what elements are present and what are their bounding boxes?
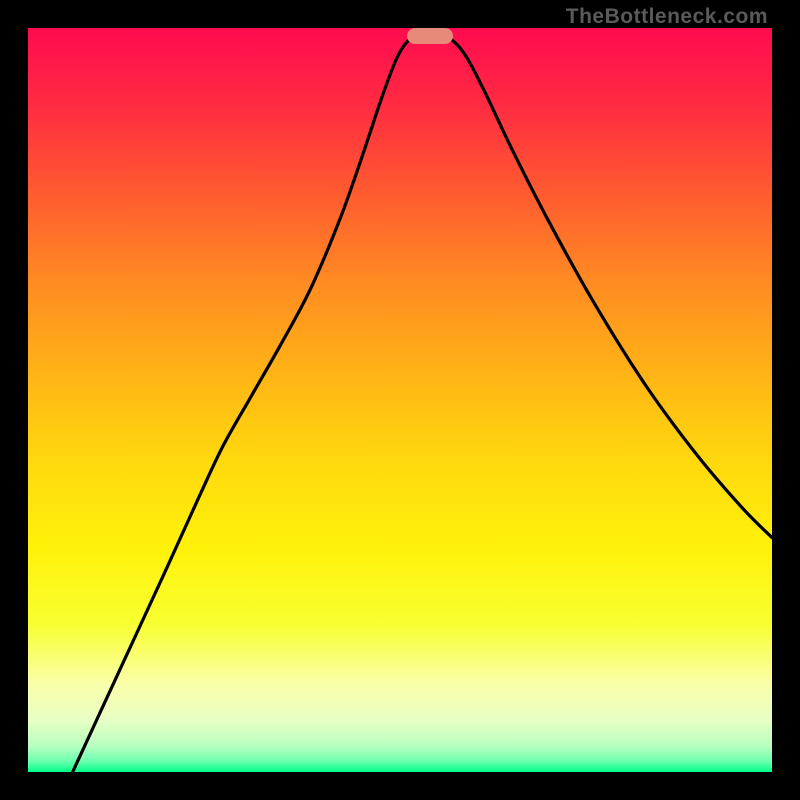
bottleneck-curve [73,35,772,772]
optimum-marker [407,28,453,44]
watermark-text: TheBottleneck.com [566,5,768,29]
plot-area [28,28,772,772]
bottleneck-chart: TheBottleneck.com [0,0,800,800]
curve-svg [28,28,772,772]
